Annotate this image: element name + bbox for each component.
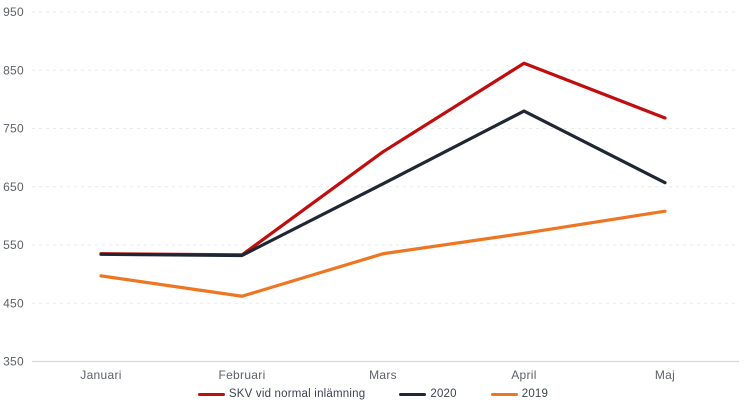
x-tick-label: Januari <box>80 368 121 382</box>
y-tick-label: 750 <box>3 122 24 136</box>
chart-legend: SKV vid normal inlämning 2020 2019 <box>0 388 746 400</box>
legend-swatch-icon <box>399 392 427 396</box>
legend-item-2: 2019 <box>490 388 549 400</box>
series-line-0 <box>99 61 667 257</box>
y-tick-label: 350 <box>3 355 24 369</box>
legend-label: 2020 <box>430 388 457 400</box>
x-tick-label: Mars <box>369 368 397 382</box>
y-tick-label: 850 <box>3 63 24 77</box>
legend-item-1: 2020 <box>399 388 457 400</box>
legend-label: SKV vid normal inlämning <box>228 388 366 400</box>
legend-swatch-icon <box>490 392 518 396</box>
legend-label: 2019 <box>521 388 549 400</box>
x-tick-label: Februari <box>218 368 265 382</box>
series-line-1 <box>99 109 667 258</box>
legend-item-0: SKV vid normal inlämning <box>197 388 366 400</box>
y-tick-label: 950 <box>3 5 24 19</box>
series-line-2 <box>99 209 667 298</box>
legend-swatch-icon <box>197 392 225 396</box>
y-tick-label: 550 <box>3 238 24 252</box>
x-tick-label: April <box>511 368 537 382</box>
y-tick-label: 650 <box>3 180 24 194</box>
y-tick-label: 450 <box>3 296 24 310</box>
x-tick-label: Maj <box>655 368 675 382</box>
